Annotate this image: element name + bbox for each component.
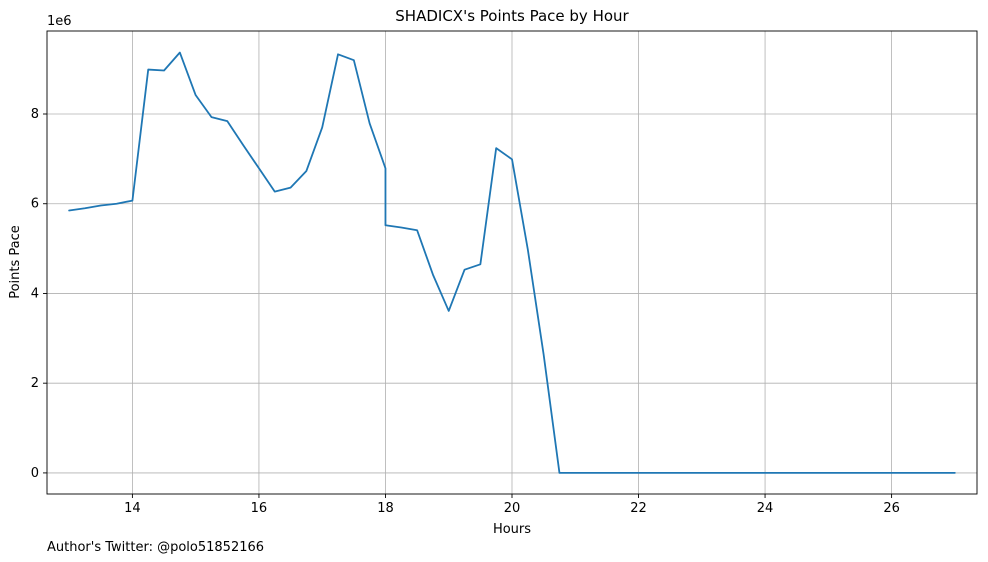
series-line	[68, 51, 956, 474]
plot-area	[68, 51, 956, 474]
axes	[43, 30, 978, 498]
x-axis-label: Hours	[493, 522, 531, 537]
y-tick-label: 2	[31, 376, 39, 391]
x-tick-label: 26	[883, 501, 900, 516]
y-axis-offset-text: 1e6	[47, 14, 72, 29]
y-tick-label: 4	[31, 286, 39, 301]
author-twitter-text: Author's Twitter: @polo51852166	[47, 540, 264, 555]
x-tick-label: 20	[504, 501, 521, 516]
y-tick-label: 0	[31, 466, 39, 481]
x-tick-label: 14	[124, 501, 141, 516]
y-tick-label: 6	[31, 197, 39, 212]
x-tick-label: 24	[757, 501, 774, 516]
x-tick-label: 16	[251, 501, 268, 516]
chart-title: SHADICX's Points Pace by Hour	[395, 7, 629, 25]
y-tick-label: 8	[31, 107, 39, 122]
grid-lines	[47, 31, 977, 494]
x-tick-label: 22	[630, 501, 647, 516]
x-tick-label: 18	[377, 501, 394, 516]
y-axis-label: Points Pace	[8, 225, 23, 299]
